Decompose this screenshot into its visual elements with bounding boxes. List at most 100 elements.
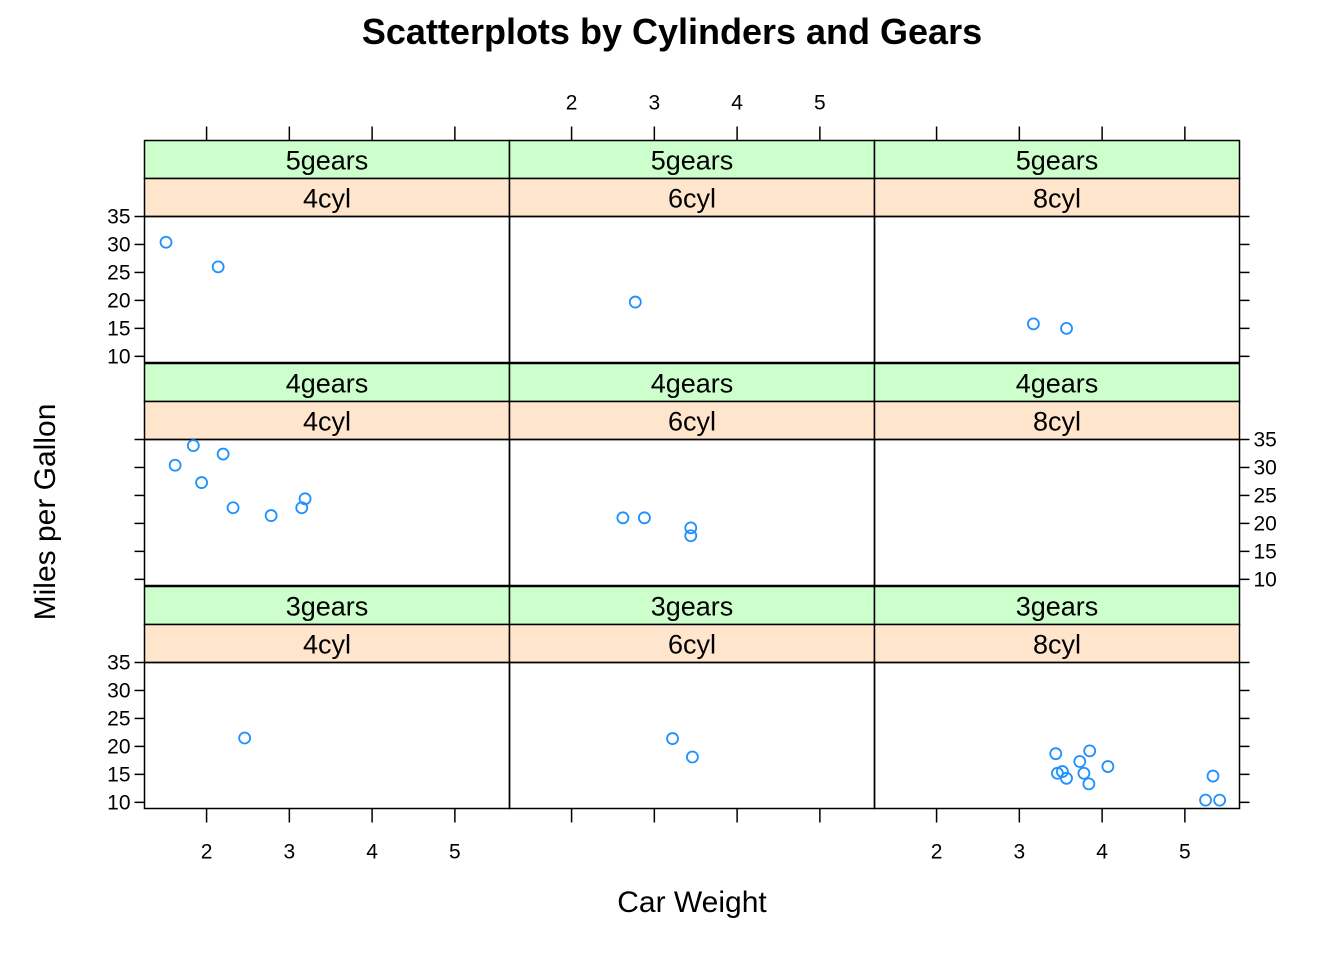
panel-frame: [508, 661, 876, 810]
x-tick-label: 5: [1179, 841, 1191, 864]
panel-4gears-6cyl: 4gears 6cyl: [508, 362, 876, 587]
strip-cyl-label: 6cyl: [668, 184, 716, 214]
strip-gear-label: 4gears: [651, 369, 734, 399]
y-tick-label: 35: [107, 206, 130, 229]
panels-layer: 5gears 4cyl 5gears 6cyl 5gears 8cyl 4gears 4cyl…: [143, 139, 1241, 810]
x-axis-col-3: 2 3 4 5: [931, 126, 1191, 864]
data-point: [1213, 793, 1227, 807]
data-point: [264, 509, 278, 522]
data-point: [211, 260, 225, 274]
data-point: [159, 235, 173, 249]
strip-cyl-bg: [143, 400, 511, 441]
x-tick-label: 4: [366, 841, 378, 864]
x-tick-label: 2: [931, 841, 943, 864]
strip-cyl-label: 4cyl: [303, 184, 351, 214]
panel-3gears-4cyl: 3gears 4cyl: [143, 585, 511, 810]
data-point: [1083, 744, 1097, 758]
x-tick-label: 4: [1096, 841, 1108, 864]
data-point: [684, 521, 698, 535]
panel-5gears-8cyl: 5gears 8cyl: [873, 139, 1241, 364]
strip-cyl-label: 4cyl: [303, 630, 351, 660]
strip-cyl-bg: [873, 177, 1241, 218]
data-point: [1082, 777, 1096, 791]
data-point: [1073, 755, 1087, 768]
y-tick-label: 30: [107, 679, 130, 702]
y-tick-label: 15: [107, 317, 130, 340]
y-tick-label: 10: [1254, 568, 1277, 591]
y-axis-row-3: 10 15 20 25 30 35: [107, 652, 1250, 814]
y-tick-label: 30: [107, 233, 130, 256]
x-tick-label: 4: [731, 92, 743, 115]
data-point: [1199, 793, 1212, 807]
y-axis-row-2: 10 15 20 25 30 35: [134, 429, 1277, 591]
panel-frame: [143, 661, 511, 810]
y-axis-row-1: 10 15 20 25 30 35: [107, 206, 1250, 368]
y-tick-label: 25: [1254, 484, 1277, 507]
strip-cyl-label: 8cyl: [1033, 407, 1081, 437]
data-point: [1206, 769, 1220, 783]
panel-5gears-4cyl: 5gears 4cyl: [143, 139, 511, 364]
y-tick-label: 30: [1254, 456, 1277, 479]
panel-frame: [873, 438, 1241, 587]
chart-title: Scatterplots by Cylinders and Gears: [362, 11, 982, 52]
strip-gear-label: 5gears: [651, 146, 734, 176]
data-point: [195, 476, 209, 489]
strip-cyl-bg: [143, 623, 511, 664]
strip-gear-label: 3gears: [651, 592, 734, 622]
strip-gear-bg: [873, 585, 1241, 626]
strip-gear-bg: [143, 139, 511, 180]
strip-gear-label: 5gears: [286, 146, 369, 176]
panel-frame: [143, 438, 511, 587]
x-tick-label: 5: [814, 92, 826, 115]
strip-cyl-bg: [873, 623, 1241, 664]
data-point: [1055, 765, 1069, 778]
y-tick-label: 15: [107, 763, 130, 786]
strip-cyl-label: 8cyl: [1033, 184, 1081, 214]
panel-frame: [873, 661, 1241, 810]
y-axis-title: Miles per Gallon: [29, 404, 62, 621]
x-tick-label: 3: [648, 92, 660, 115]
x-axis-title: Car Weight: [617, 886, 767, 919]
panel-4gears-4cyl: 4gears 4cyl: [143, 362, 511, 587]
y-tick-label: 20: [1254, 512, 1277, 535]
panel-frame: [143, 215, 511, 364]
strip-gear-label: 5gears: [1016, 146, 1099, 176]
data-point: [666, 732, 679, 745]
data-point: [1060, 771, 1073, 785]
panel-3gears-8cyl: 3gears 8cyl: [873, 585, 1241, 810]
data-point: [628, 295, 642, 309]
data-point: [638, 511, 651, 525]
strip-cyl-label: 4cyl: [303, 407, 351, 437]
data-point: [1027, 317, 1040, 331]
panel-5gears-6cyl: 5gears 6cyl: [508, 139, 876, 364]
strip-gear-label: 3gears: [1016, 592, 1099, 622]
x-tick-label: 2: [566, 92, 578, 115]
y-tick-label: 25: [107, 707, 130, 730]
data-point: [186, 439, 200, 453]
y-tick-label: 20: [107, 289, 130, 312]
y-tick-label: 10: [107, 791, 130, 814]
strip-gear-label: 3gears: [286, 592, 369, 622]
panel-3gears-6cyl: 3gears 6cyl: [508, 585, 876, 810]
x-axis-col-1: 2 3 4 5: [201, 126, 461, 864]
strip-gear-label: 4gears: [1016, 369, 1099, 399]
x-tick-label: 3: [1013, 841, 1025, 864]
strip-gear-bg: [508, 139, 876, 180]
x-tick-label: 3: [283, 841, 295, 864]
x-tick-label: 2: [201, 841, 213, 864]
data-point: [168, 458, 182, 472]
panel-frame: [508, 215, 876, 364]
y-tick-label: 35: [1254, 429, 1277, 452]
data-point: [226, 501, 240, 515]
data-point: [298, 492, 312, 506]
y-tick-label: 25: [107, 261, 130, 284]
data-point: [1049, 747, 1063, 761]
y-tick-label: 35: [107, 652, 130, 675]
strip-cyl-bg: [143, 177, 511, 218]
panel-4gears-8cyl: 4gears 8cyl: [873, 362, 1241, 587]
strip-cyl-label: 6cyl: [668, 407, 716, 437]
data-point: [216, 447, 230, 461]
y-tick-label: 20: [107, 735, 130, 758]
